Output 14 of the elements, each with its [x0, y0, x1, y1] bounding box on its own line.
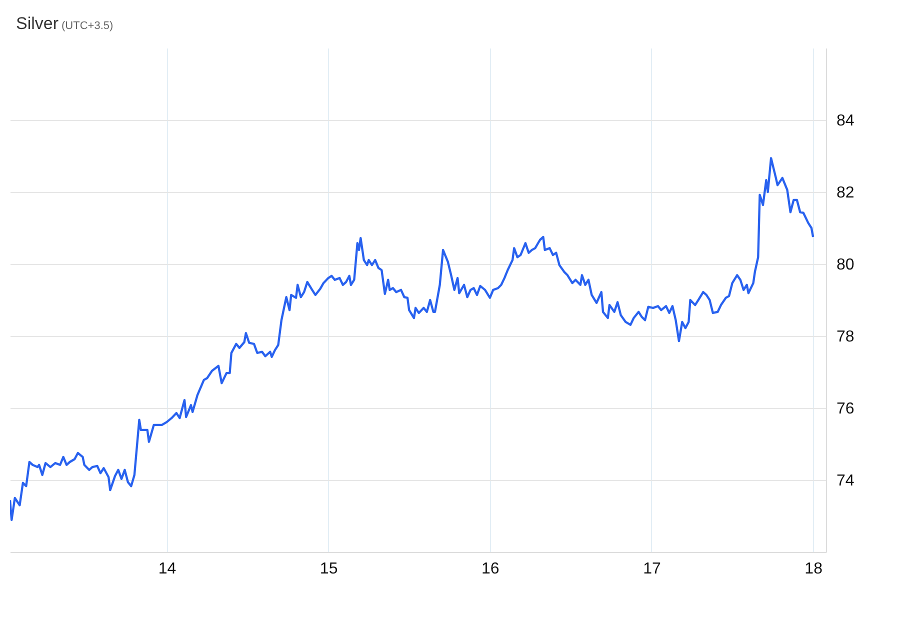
y-tick-label: 74 [836, 472, 854, 490]
chart-subtitle: (UTC+3.5) [62, 20, 114, 32]
chart-title: Silver [16, 14, 59, 33]
y-tick-label: 84 [836, 112, 854, 130]
x-tick-label: 17 [643, 560, 661, 578]
line-series [10, 157, 814, 522]
y-tick-label: 76 [836, 400, 854, 418]
x-tick-label: 16 [482, 560, 500, 578]
x-tick-label: 18 [804, 560, 823, 578]
y-tick-label: 78 [836, 328, 854, 346]
y-tick-label: 82 [836, 184, 854, 202]
y-tick-label: 80 [836, 256, 854, 274]
x-tick-label: 14 [158, 560, 176, 578]
x-tick-label: 15 [320, 560, 338, 578]
